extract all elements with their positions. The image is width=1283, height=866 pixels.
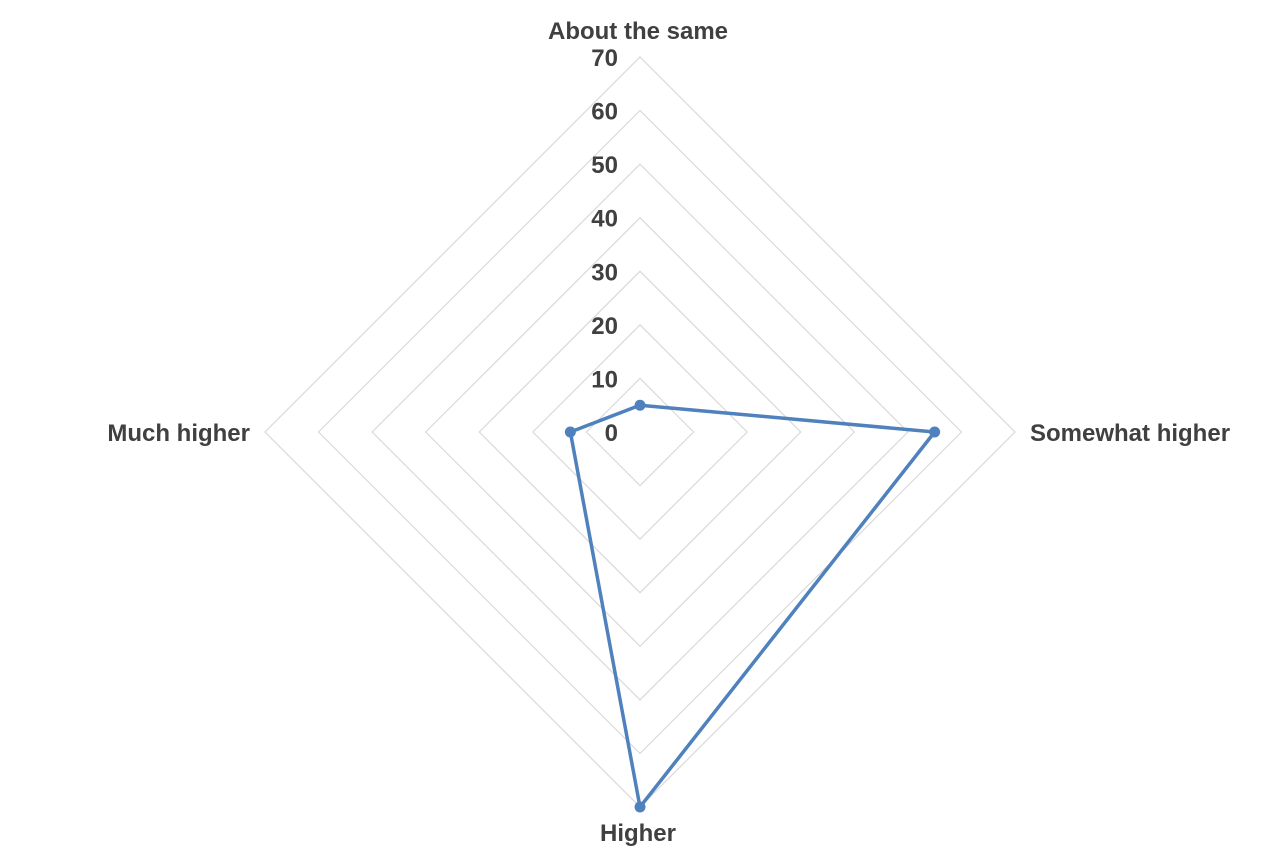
grid-ring-60 [317,109,963,755]
category-label-3: Much higher [107,420,250,447]
category-labels: About the same Somewhat higher Higher Much … [107,18,1230,847]
data-point-somewhat-higher [929,426,941,438]
grid-ring-70 [264,56,1016,808]
grid-ring-10 [585,377,695,487]
grid-ring-50 [371,163,909,701]
tick-label: 20 [591,313,618,340]
tick-label: 0 [605,420,618,447]
grid-ring-40 [424,216,856,648]
grid-ring-20 [532,324,748,540]
category-label-2: Higher [600,820,676,847]
tick-label: 70 [591,45,618,72]
data-point-about-the-same [634,399,646,411]
tick-label: 50 [591,152,618,179]
tick-label: 60 [591,99,618,126]
tick-label: 30 [591,259,618,286]
tick-label: 10 [591,366,618,393]
data-point-higher [634,801,646,813]
data-point-much-higher [564,426,576,438]
grid-layer [264,56,1016,808]
series-layer [564,399,941,813]
tick-labels: 0 10 20 30 40 50 60 70 [591,45,618,447]
category-label-0: About the same [548,18,728,45]
grid-ring-30 [478,270,802,594]
series-line-0 [568,403,937,809]
tick-label: 40 [591,206,618,233]
category-label-1: Somewhat higher [1030,420,1230,447]
